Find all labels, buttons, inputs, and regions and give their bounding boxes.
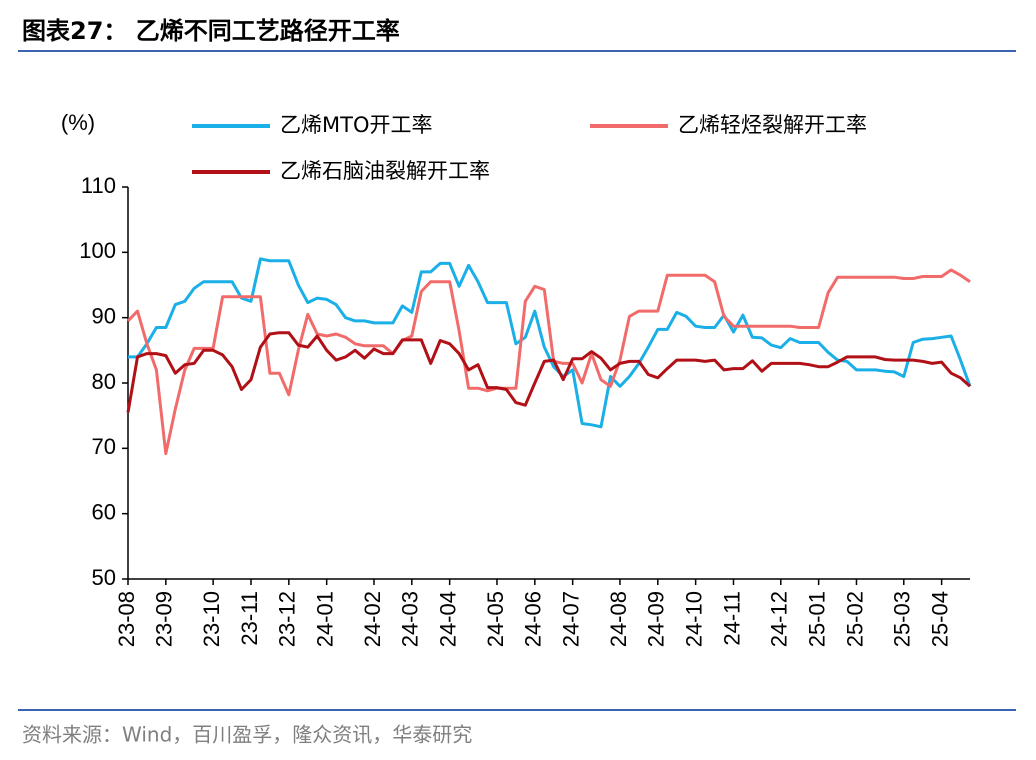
x-tick-label: 24-09 [644, 591, 669, 647]
x-tick-label: 23-10 [199, 591, 224, 647]
legend-label: 乙烯MTO开工率 [280, 113, 432, 137]
x-tick-label: 23-08 [114, 591, 139, 647]
line-series [126, 268, 971, 456]
x-tick-label: 24-05 [483, 591, 508, 647]
x-tick-label: 24-02 [360, 591, 385, 647]
y-tick-label: 60 [92, 499, 116, 524]
x-tick-label: 24-04 [435, 591, 460, 647]
x-tick-label: 24-07 [558, 591, 583, 647]
x-tick-label: 24-10 [681, 591, 706, 647]
x-tick-label: 24-06 [521, 591, 546, 647]
y-tick-label: 50 [92, 565, 116, 590]
source: 资料来源：Wind，百川盈孚，隆众资讯，华泰研究 [22, 723, 472, 747]
x-tick-label: 25-02 [842, 591, 867, 647]
line-series [128, 257, 972, 429]
y-tick-label: 80 [92, 369, 116, 394]
x-tick-label: 23-09 [152, 591, 177, 647]
y-tick-label: 70 [92, 434, 116, 459]
x-tick-label: 23-11 [237, 591, 262, 646]
y-tick-label: 90 [92, 303, 116, 328]
legend-label: 乙烯石脑油裂解开工率 [280, 159, 490, 183]
x-tick-label: 24-12 [767, 591, 792, 647]
x-tick-label: 24-08 [606, 591, 631, 647]
x-tick-label: 23-12 [275, 591, 300, 647]
x-tick-label: 24-11 [719, 591, 744, 646]
x-tick-label: 24-03 [398, 591, 423, 647]
x-tick-label: 25-04 [927, 591, 952, 647]
y-axis-label: (%) [61, 110, 95, 135]
x-tick-label: 25-01 [804, 591, 829, 647]
y-tick-label: 110 [81, 173, 116, 198]
line-series [126, 331, 972, 413]
y-tick-label: 100 [79, 238, 116, 263]
x-tick-label: 25-03 [890, 591, 915, 647]
chart-title: 图表27： 乙烯不同工艺路径开工率 [22, 17, 400, 45]
x-tick-label: 24-01 [312, 591, 337, 647]
legend-label: 乙烯轻烃裂解开工率 [678, 113, 867, 137]
